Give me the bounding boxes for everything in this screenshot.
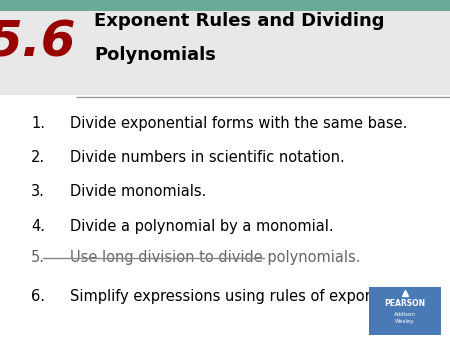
Text: 4.: 4. (31, 219, 45, 234)
FancyBboxPatch shape (0, 0, 450, 95)
Text: PEARSON: PEARSON (384, 299, 426, 308)
Text: 6.: 6. (31, 289, 45, 304)
Text: Divide exponential forms with the same base.: Divide exponential forms with the same b… (70, 116, 407, 131)
Text: Simplify expressions using rules of exponents.: Simplify expressions using rules of expo… (70, 289, 410, 304)
Text: Divide a polynomial by a monomial.: Divide a polynomial by a monomial. (70, 219, 333, 234)
Text: Divide monomials.: Divide monomials. (70, 185, 206, 199)
Text: Addison
Wesley: Addison Wesley (394, 312, 416, 324)
Text: 5.6: 5.6 (0, 19, 76, 67)
Text: 2.: 2. (31, 150, 45, 165)
Text: 1.: 1. (31, 116, 45, 131)
Text: Divide numbers in scientific notation.: Divide numbers in scientific notation. (70, 150, 345, 165)
FancyBboxPatch shape (0, 0, 450, 11)
Text: Exponent Rules and Dividing: Exponent Rules and Dividing (94, 12, 385, 30)
Text: Polynomials: Polynomials (94, 46, 216, 64)
Text: 5.: 5. (31, 250, 45, 265)
Text: 3.: 3. (31, 185, 45, 199)
Text: Use long division to divide polynomials.: Use long division to divide polynomials. (70, 250, 360, 265)
FancyBboxPatch shape (369, 287, 441, 335)
